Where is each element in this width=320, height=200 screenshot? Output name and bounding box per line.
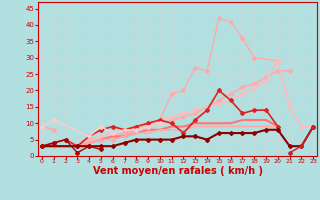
X-axis label: Vent moyen/en rafales ( km/h ): Vent moyen/en rafales ( km/h ) xyxy=(92,166,263,176)
